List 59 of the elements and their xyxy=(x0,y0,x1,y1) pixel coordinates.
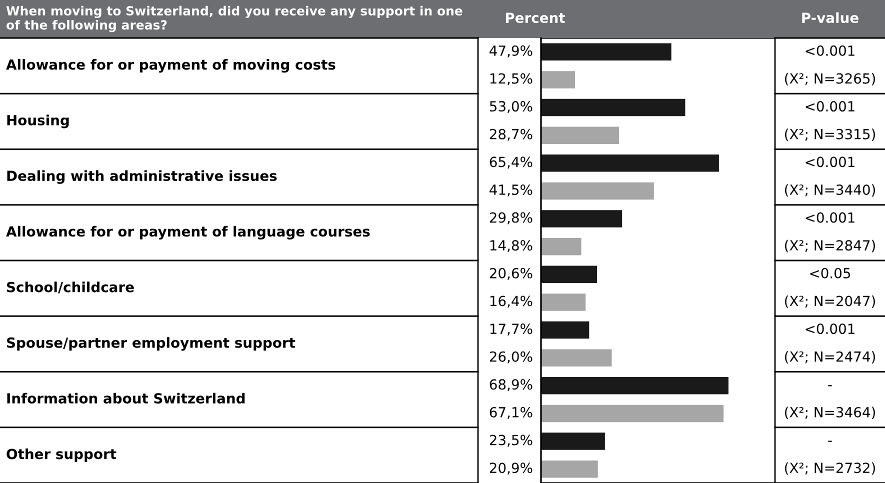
data-label: 28,7% xyxy=(490,128,532,141)
y-tick-label: Information about Switzerland xyxy=(7,392,245,404)
data-label: 20,9% xyxy=(490,462,532,475)
y-tick-label: Other support xyxy=(6,448,116,462)
data-label: 41,5% xyxy=(490,184,532,196)
data-label: 53,0% xyxy=(490,101,532,113)
data-label: 16,4% xyxy=(490,296,532,308)
text: - xyxy=(828,440,832,442)
data-label: 12,5% xyxy=(490,73,532,86)
text: (X²; N=2047) xyxy=(785,296,875,308)
bar xyxy=(541,321,590,339)
text: - xyxy=(828,385,832,386)
data-label: 23,5% xyxy=(490,434,532,447)
text: When moving to Switzerland, did you receive any support in one of the following areas? xyxy=(6,6,462,32)
bar xyxy=(541,460,598,478)
text: (X²; N=2474) xyxy=(785,351,875,364)
text: <0.001 xyxy=(806,324,854,334)
data-label: 65,4% xyxy=(490,156,532,169)
bar xyxy=(541,210,622,228)
text: <0.05 xyxy=(810,268,850,278)
text: (X²; N=3315) xyxy=(785,128,875,142)
bar xyxy=(541,126,620,144)
data-label: 67,1% xyxy=(490,406,532,419)
bar xyxy=(541,71,576,88)
bar xyxy=(541,432,605,450)
text: <0.001 xyxy=(806,101,854,112)
y-tick-label: Spouse/partner employment support xyxy=(6,337,296,351)
text: (X²; N=2847) xyxy=(785,240,875,252)
data-label: 47,9% xyxy=(490,45,532,58)
data-label: 14,8% xyxy=(490,240,532,252)
text: (X²; N=3464) xyxy=(785,406,875,420)
data-label: 20,6% xyxy=(490,268,532,280)
bar xyxy=(541,98,686,116)
data-label: 29,8% xyxy=(490,212,532,224)
bar xyxy=(541,266,598,284)
bar xyxy=(541,154,719,172)
data-label: 17,7% xyxy=(490,324,532,336)
bar xyxy=(541,294,586,311)
y-tick-label: Allowance for or payment of moving costs xyxy=(6,59,336,73)
text: <0.001 xyxy=(806,212,854,223)
bar xyxy=(541,404,724,422)
y-tick-label: Dealing with administrative issues xyxy=(7,170,277,184)
text: <0.001 xyxy=(806,156,854,168)
text: (X²; N=3440) xyxy=(785,184,875,197)
bar xyxy=(541,182,654,200)
text: (X²; N=3265) xyxy=(785,73,875,86)
x-axis-title: Percent xyxy=(506,12,565,24)
text: (X²; N=2732) xyxy=(785,462,875,475)
bar xyxy=(541,349,612,366)
bar xyxy=(541,43,672,61)
data-label: 68,9% xyxy=(490,379,532,392)
y-tick-label: School/childcare xyxy=(6,282,134,294)
y-tick-label: Housing xyxy=(7,114,69,128)
bar xyxy=(541,377,728,394)
text: <0.001 xyxy=(806,45,854,56)
y-tick-label: Allowance for or payment of language courses xyxy=(6,226,370,240)
text: P-value xyxy=(802,12,858,24)
bar xyxy=(541,238,582,256)
data-label: 26,0% xyxy=(490,351,532,364)
